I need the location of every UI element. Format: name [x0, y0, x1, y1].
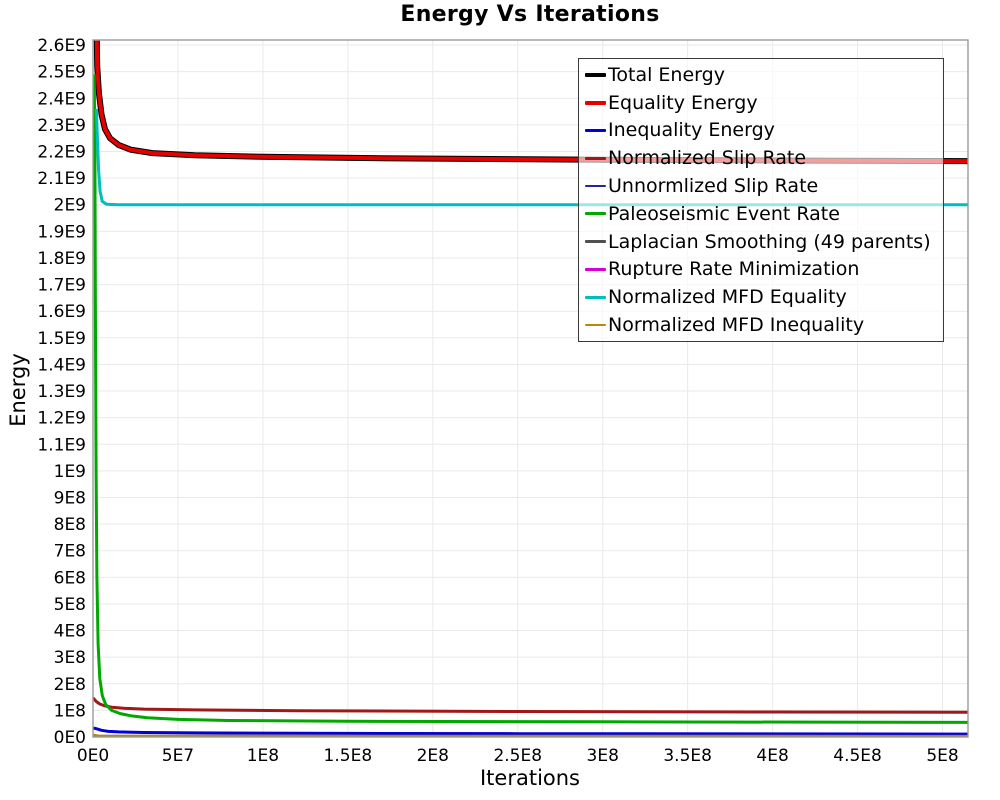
legend-item: Rupture Rate Minimization — [585, 256, 939, 284]
y-tick-label: 0E0 — [54, 728, 86, 748]
plot-border — [92, 39, 969, 738]
legend-label: Unnormlized Slip Rate — [608, 175, 819, 198]
series-line-equality-energy — [94, 40, 968, 164]
legend-color-swatch — [585, 212, 606, 216]
x-axis-title: Iterations — [479, 766, 581, 790]
legend-label: Laplacian Smoothing (49 parents) — [608, 230, 931, 253]
y-tick-labels: 0E0 1E8 2E8 3E8 4E8 5E8 6E8 7E8 8E8 9E8 1E9 1.1E9 1.… — [37, 36, 86, 748]
y-tick-label: 2.1E9 — [37, 169, 86, 189]
legend-color-swatch — [585, 268, 606, 271]
legend-label: Normalized MFD Equality — [608, 286, 847, 309]
legend-color-swatch — [585, 240, 606, 243]
legend-item: Total Energy — [585, 61, 939, 89]
x-tick-label: 1E8 — [247, 746, 279, 766]
x-tick-label: 4E8 — [756, 746, 788, 766]
series-line-inequality-energy — [93, 726, 968, 736]
y-tick-label: 2E8 — [54, 675, 86, 695]
y-tick-label: 6E8 — [54, 568, 86, 588]
series-line-normalized-slip-rate — [93, 696, 968, 714]
legend-item: Normalized MFD Inequality — [585, 311, 939, 339]
legend-color-swatch — [585, 295, 606, 299]
legend-item: Unnormlized Slip Rate — [585, 172, 939, 200]
y-tick-label: 3E8 — [54, 648, 86, 668]
y-tick-label: 1.9E9 — [37, 222, 86, 242]
legend-label: Normalized MFD Inequality — [608, 314, 865, 337]
legend: Total Energy Equality Energy Inequality … — [578, 58, 944, 342]
y-tick-label: 2.6E9 — [37, 36, 86, 56]
y-tick-label: 1.4E9 — [37, 355, 86, 375]
legend-color-swatch — [585, 72, 606, 77]
x-tick-label: 4.5E8 — [833, 746, 882, 766]
x-tick-label: 5E8 — [926, 746, 958, 766]
x-tick-label: 1.5E8 — [324, 746, 373, 766]
y-tick-label: 1E9 — [54, 462, 86, 482]
legend-color-swatch — [585, 184, 606, 188]
series-line-normalized-mfd-inequality — [93, 733, 968, 737]
y-tick-label: 1.8E9 — [37, 249, 86, 269]
y-tick-label: 1.6E9 — [37, 302, 86, 322]
legend-item: Normalized Slip Rate — [585, 144, 939, 172]
legend-item: Laplacian Smoothing (49 parents) — [585, 228, 939, 256]
y-tick-label: 1.3E9 — [37, 382, 86, 402]
series-line-normalized-mfd-equality — [94, 108, 968, 207]
legend-item: Paleoseismic Event Rate — [585, 200, 939, 228]
legend-label: Paleoseismic Event Rate — [608, 202, 840, 225]
y-tick-label: 1.7E9 — [37, 276, 86, 296]
y-tick-label: 5E8 — [54, 595, 86, 615]
x-tick-label: 0E0 — [77, 746, 109, 766]
y-tick-label: 2.5E9 — [37, 63, 86, 83]
x-tick-label: 2E8 — [417, 746, 449, 766]
x-tick-label: 5E7 — [162, 746, 194, 766]
y-tick-label: 7E8 — [54, 542, 86, 562]
chart-title: Energy Vs Iterations — [400, 2, 660, 27]
x-tick-label: 3.5E8 — [663, 746, 712, 766]
y-tick-label: 2E9 — [54, 196, 86, 216]
x-tick-labels: 0E0 5E7 1E8 1.5E8 2E8 2.5E8 3E8 3.5E8 4E8 4.5E8 5E… — [77, 746, 959, 766]
legend-label: Rupture Rate Minimization — [608, 258, 860, 281]
x-tick-label: 3E8 — [587, 746, 619, 766]
legend-label: Total Energy — [608, 63, 725, 86]
legend-color-swatch — [585, 323, 606, 327]
legend-color-swatch — [585, 156, 606, 160]
legend-item: Equality Energy — [585, 89, 939, 117]
y-tick-label: 1E8 — [54, 701, 86, 721]
y-tick-label: 2.4E9 — [37, 89, 86, 109]
legend-label: Normalized Slip Rate — [608, 147, 807, 170]
y-tick-label: 8E8 — [54, 515, 86, 535]
x-tick-label: 2.5E8 — [493, 746, 542, 766]
y-tick-label: 1.2E9 — [37, 409, 86, 429]
y-tick-label: 1.5E9 — [37, 329, 86, 349]
legend-item: Normalized MFD Equality — [585, 283, 939, 311]
y-tick-label: 9E8 — [54, 488, 86, 508]
legend-item: Inequality Energy — [585, 117, 939, 145]
y-tick-label: 1.1E9 — [37, 435, 86, 455]
legend-color-swatch — [585, 100, 606, 105]
y-tick-label: 4E8 — [54, 622, 86, 642]
legend-label: Inequality Energy — [608, 119, 775, 142]
y-tick-label: 2.3E9 — [37, 116, 86, 136]
series-line-paleoseismic-event-rate — [93, 74, 968, 724]
y-tick-label: 2.2E9 — [37, 143, 86, 163]
legend-color-swatch — [585, 128, 606, 132]
legend-label: Equality Energy — [608, 91, 758, 114]
